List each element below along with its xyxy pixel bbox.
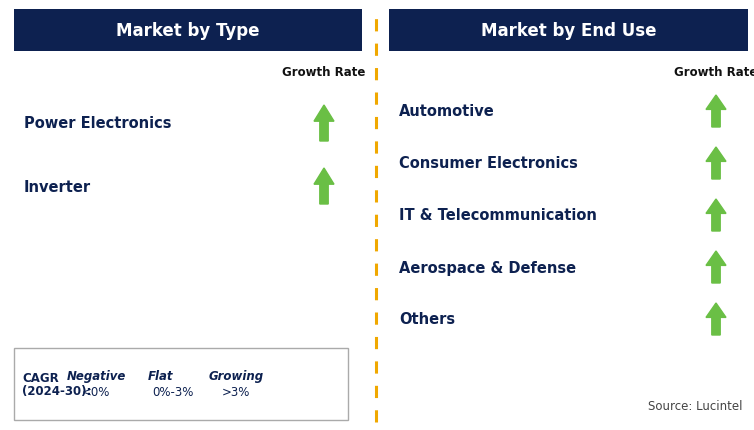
Text: Others: Others [399,312,455,327]
Text: Automotive: Automotive [399,104,495,119]
Text: Flat: Flat [149,370,173,383]
Polygon shape [176,373,216,395]
Text: Negative: Negative [66,370,126,383]
Polygon shape [314,106,334,141]
Text: Inverter: Inverter [24,179,91,194]
Text: Growth Rate: Growth Rate [674,66,754,79]
Bar [14,348,348,420]
Polygon shape [255,371,273,397]
Polygon shape [706,147,726,180]
Text: Consumer Electronics: Consumer Electronics [399,156,578,171]
Polygon shape [117,370,135,398]
Text: >3%: >3% [222,386,250,399]
Text: Growth Rate: Growth Rate [282,66,366,79]
Text: Power Electronics: Power Electronics [24,116,171,131]
Polygon shape [706,96,726,128]
Text: Aerospace & Defense: Aerospace & Defense [399,260,576,275]
Bar [389,10,748,52]
Text: 0%-3%: 0%-3% [152,386,194,399]
Bar [14,10,362,52]
Text: CAGR: CAGR [22,372,59,384]
Text: Market by End Use: Market by End Use [481,22,656,40]
Polygon shape [706,252,726,283]
Text: Market by Type: Market by Type [116,22,259,40]
Text: IT & Telecommunication: IT & Telecommunication [399,208,597,223]
Text: Growing: Growing [208,370,264,383]
Text: (2024-30):: (2024-30): [22,384,91,398]
Text: Source: Lucintel: Source: Lucintel [648,399,743,412]
Polygon shape [706,200,726,231]
Polygon shape [314,169,334,205]
Text: <0%: <0% [82,386,110,399]
Polygon shape [706,303,726,335]
